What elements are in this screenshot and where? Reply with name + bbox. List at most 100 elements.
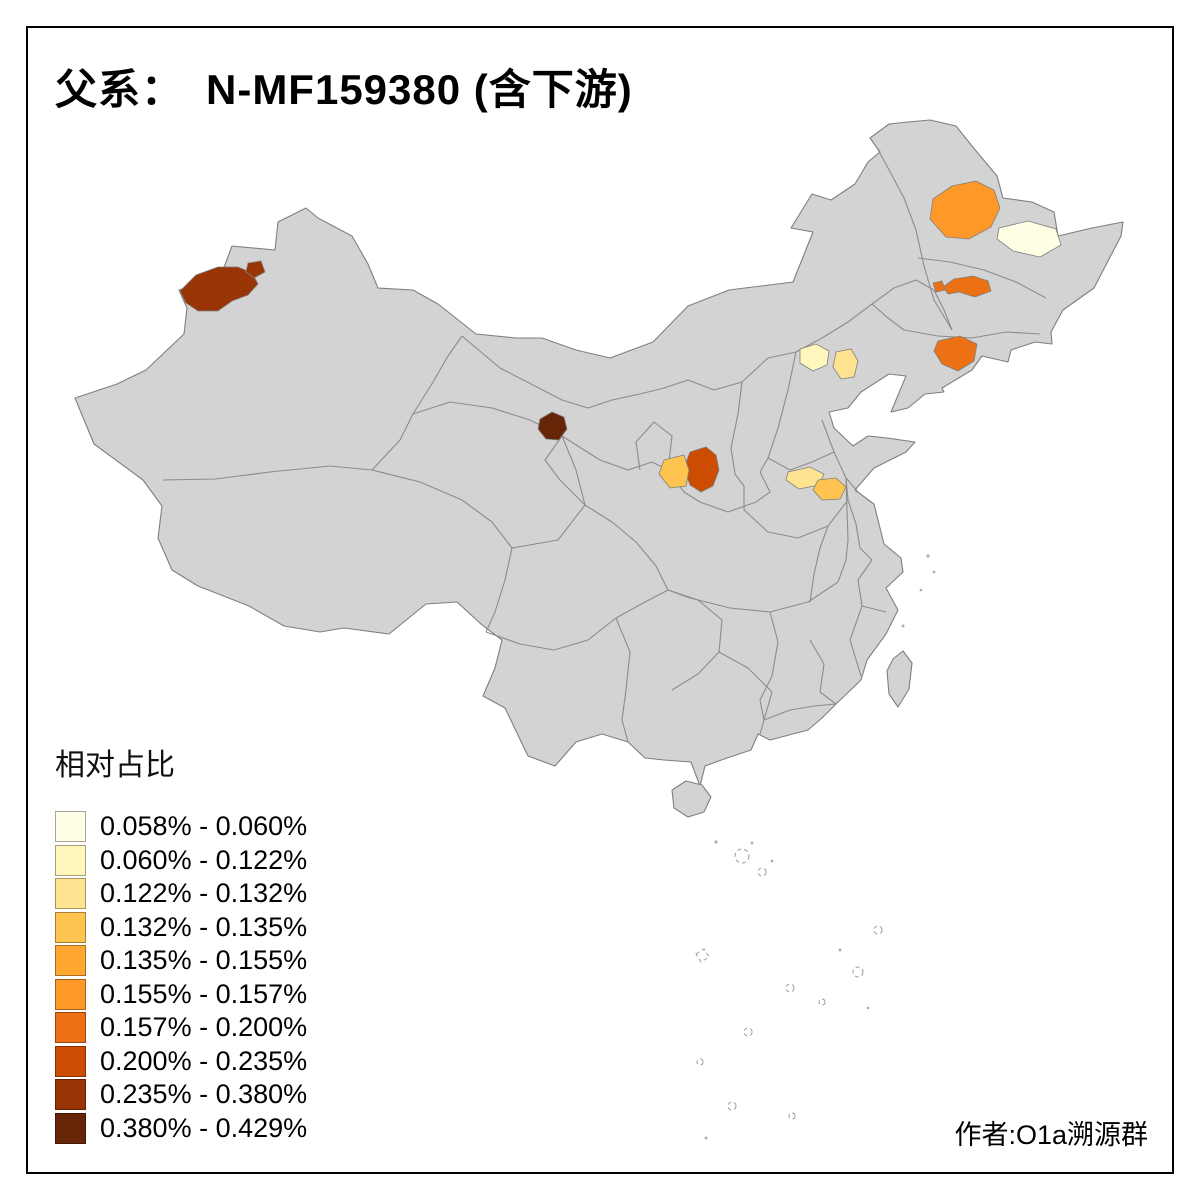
plot-frame [26,26,1174,1174]
province-border-line [635,421,673,471]
author-credit: 作者:O1a溯源群 [954,1120,1148,1150]
highlighted-regions [179,180,1062,501]
sea-island [901,624,905,628]
province-border-line [584,504,669,591]
legend-row: 0.058% - 0.060% [55,810,307,843]
sea-island [727,1101,737,1111]
legend-label: 0.380% - 0.429% [100,1112,308,1143]
legend-swatch [55,1079,86,1110]
sea-island [743,1027,753,1037]
province-border-line [847,499,873,561]
mainland-china [74,119,1124,787]
province-border-line [544,435,586,506]
province-border-line [485,547,513,633]
sea-island [873,925,883,935]
legend-row: 0.235% - 0.380% [55,1078,307,1111]
sea-island [785,983,795,993]
province-border-line [837,477,849,583]
region-liaoning-east [933,335,978,372]
region-henan-north-east [812,477,847,501]
province-border-line [767,451,859,493]
province-border-line [371,413,414,471]
province-border-line [809,525,829,603]
legend-row: 0.122% - 0.132% [55,877,307,910]
province-border-line [371,469,513,549]
province-border-line [857,559,887,613]
province-border-line [875,145,953,331]
province-border-line [759,351,797,473]
region-tianjin-hebei [832,348,859,380]
province-border-line [162,465,373,481]
region-ili-exclave [245,260,266,279]
legend-label: 0.157% - 0.200% [100,1012,308,1042]
province-border-line [763,703,837,721]
region-heilongjiang-east [996,220,1062,258]
legend-label: 0.132% - 0.135% [100,911,308,942]
province-border-line [871,303,905,331]
sea-island [757,867,767,877]
sea-island [926,554,930,558]
hainan-island [671,780,712,818]
sea-island [919,588,923,592]
legend-label: 0.235% - 0.380% [100,1079,308,1109]
legend-row: 0.135% - 0.155% [55,944,307,977]
sea-island [932,570,936,574]
region-gansu-east [658,454,690,489]
legend-swatch [55,945,86,976]
legend-label: 0.060% - 0.122% [100,844,308,875]
province-border-line [917,257,1047,299]
small-island-dots [704,554,936,1140]
sea-island [695,948,710,963]
legend: 相对占比 0.058% - 0.060% 0.060% - 0.122% 0.122… [55,740,307,1145]
south-china-sea-islands [695,848,883,1120]
province-borders [162,145,1047,743]
region-beijing [799,343,830,372]
region-jilin-west-dot [932,280,946,293]
province-border-line [412,335,463,415]
region-heilongjiang-central [929,180,1001,240]
legend-swatch [55,1045,86,1077]
legend-swatch [55,844,86,876]
legend-label: 0.135% - 0.155% [100,945,308,975]
province-border-line [809,639,837,705]
sea-island [734,848,750,864]
sea-island [818,998,826,1006]
taiwan-island [886,650,913,708]
province-border-line [759,611,779,721]
map-title: 父系： N-MF159380 (含下游) [55,66,633,113]
province-border-line [718,651,773,735]
legend-swatch [55,1012,86,1043]
province-border-line [903,329,1041,339]
legend-label: 0.122% - 0.132% [100,878,308,908]
legend-row: 0.380% - 0.429% [55,1112,307,1145]
legend-swatch [55,1112,86,1144]
region-ili-west-xinjiang [179,266,259,312]
province-border-line [821,419,835,453]
legend-swatch [55,811,86,842]
sea-island [852,966,864,978]
sea-island [838,948,842,952]
legend-label: 0.058% - 0.060% [100,811,308,841]
province-border-line [561,435,669,471]
sea-island [866,1006,870,1010]
sea-island [750,841,754,845]
sea-island [770,859,774,863]
legend-row: 0.155% - 0.157% [55,978,307,1011]
province-border-line [730,381,745,487]
sea-island [788,1112,796,1120]
region-qinghai-east [537,411,568,441]
legend-swatch [55,911,86,943]
legend-label: 0.155% - 0.157% [100,978,308,1009]
province-border-line [849,605,863,677]
legend-swatch [55,978,86,1010]
map-base [74,119,1124,818]
legend-row: 0.060% - 0.122% [55,844,307,877]
province-border-line [857,491,875,505]
province-border-line [485,589,669,651]
legend-row: 0.157% - 0.200% [55,1011,307,1044]
sea-island [696,1058,704,1066]
sea-island [704,1136,708,1140]
legend-row: 0.132% - 0.135% [55,911,307,944]
